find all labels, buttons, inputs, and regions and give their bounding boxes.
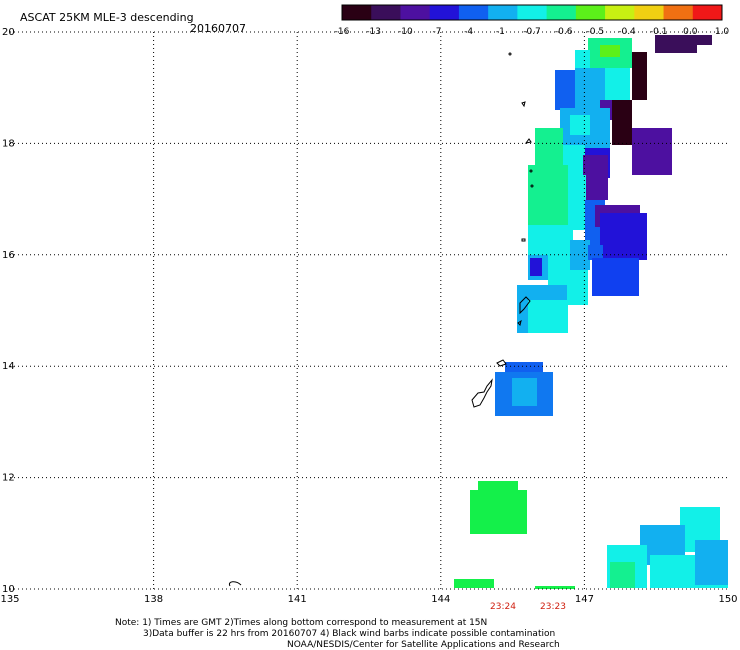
- lon-tick-label: 141: [288, 594, 307, 605]
- data-cell: [530, 258, 542, 276]
- colorbar-tick-label: -4: [464, 27, 473, 37]
- data-cell: [570, 240, 590, 270]
- colorbar-swatch: [342, 5, 372, 20]
- data-cell: [600, 213, 647, 260]
- map-title: ASCAT 25KM MLE-3 descending: [20, 11, 194, 24]
- island-outline: [524, 138, 532, 144]
- colorbar-tick-label: -13: [366, 27, 381, 37]
- lat-tick-label: 14: [2, 361, 15, 372]
- footnote-line: 3)Data buffer is 22 hrs from 20160707 4)…: [143, 629, 555, 639]
- colorbar-tick-label: -7: [433, 27, 442, 37]
- colorbar-tick-label: -0.7: [523, 27, 541, 37]
- colorbar-swatch: [488, 5, 518, 20]
- island-outline: [517, 319, 522, 326]
- data-cell: [535, 128, 563, 168]
- data-cell: [555, 70, 575, 110]
- axis-ticks: 135 138 141 144 147 150 10 12 14 16 18 20: [0, 27, 737, 605]
- time-label: 23:23: [540, 602, 566, 612]
- data-cell: [632, 52, 647, 100]
- colorbar-swatch: [458, 5, 489, 20]
- colorbar-tick-label: -0.6: [555, 27, 573, 37]
- map-date: 20160707: [190, 22, 246, 35]
- lat-lon-grid: [10, 31, 728, 590]
- island-outline: [521, 238, 526, 242]
- colorbar-frame: [341, 4, 723, 21]
- footnote-line: NOAA/NESDIS/Center for Satellite Applica…: [287, 640, 560, 650]
- data-cell: [695, 540, 728, 585]
- lat-tick-label: 16: [2, 250, 15, 261]
- data-cell: [568, 175, 586, 230]
- data-cell: [563, 145, 585, 175]
- island-outline: [519, 296, 531, 315]
- data-cell: [454, 579, 494, 588]
- data-cell: [478, 481, 518, 491]
- data-cell: [612, 100, 632, 145]
- colorbar-swatch: [575, 5, 606, 20]
- data-cell: [632, 128, 672, 175]
- footnote-line: Note: 1) Times are GMT 2)Times along bot…: [115, 618, 487, 628]
- colorbar-swatch: [663, 5, 694, 20]
- lat-tick-label: 12: [2, 473, 15, 484]
- colorbar-tick-label: -10: [398, 27, 413, 37]
- island-outline: [521, 101, 526, 108]
- island-outline: [529, 169, 533, 173]
- lat-tick-label: 18: [2, 138, 15, 149]
- colorbar-swatch: [429, 5, 460, 20]
- island-outline: [496, 359, 507, 367]
- data-cell: [570, 115, 590, 135]
- colorbar-tick-label: -1: [496, 27, 505, 37]
- colorbar-swatch: [400, 5, 431, 20]
- island-outline: [530, 184, 534, 188]
- colorbar: -16 -13 -10 -7 -4 -1 -0.7 -0.6 -0.5 -0.4 -0.1 0.0 1.…: [335, 4, 729, 37]
- data-cell: [470, 490, 527, 534]
- colorbar-swatch: [605, 5, 635, 20]
- wind-data-swath: [454, 35, 728, 589]
- island-outline: [508, 52, 512, 56]
- colorbar-swatch: [517, 5, 548, 20]
- colorbar-tick-label: -0.4: [618, 27, 636, 37]
- data-cell: [655, 45, 697, 53]
- data-cell: [655, 35, 712, 45]
- data-cell: [535, 586, 575, 589]
- colorbar-tick-label: -0.5: [587, 27, 605, 37]
- data-cell: [592, 258, 639, 296]
- lon-tick-label: 135: [0, 594, 19, 605]
- data-cell: [512, 378, 537, 406]
- colorbar-swatch: [371, 5, 401, 20]
- coastlines: [228, 52, 534, 587]
- colorbar-swatch: [692, 5, 723, 20]
- data-cell: [610, 562, 635, 588]
- lat-tick-label: 20: [2, 27, 15, 38]
- time-label: 23:24: [490, 602, 516, 612]
- colorbar-swatch: [546, 5, 577, 20]
- lon-tick-label: 138: [144, 594, 163, 605]
- lat-tick-label: 10: [2, 584, 15, 595]
- island-outline: [228, 581, 242, 587]
- data-cell: [528, 165, 568, 225]
- data-cell: [528, 300, 568, 333]
- lon-tick-label: 147: [575, 594, 594, 605]
- data-cell: [600, 45, 620, 57]
- data-cell: [588, 245, 603, 260]
- data-cell: [583, 155, 608, 200]
- data-cell: [605, 68, 630, 100]
- lon-tick-label: 144: [431, 594, 450, 605]
- island-outline: [471, 378, 493, 408]
- colorbar-swatch: [634, 5, 665, 20]
- lon-tick-label: 150: [718, 594, 737, 605]
